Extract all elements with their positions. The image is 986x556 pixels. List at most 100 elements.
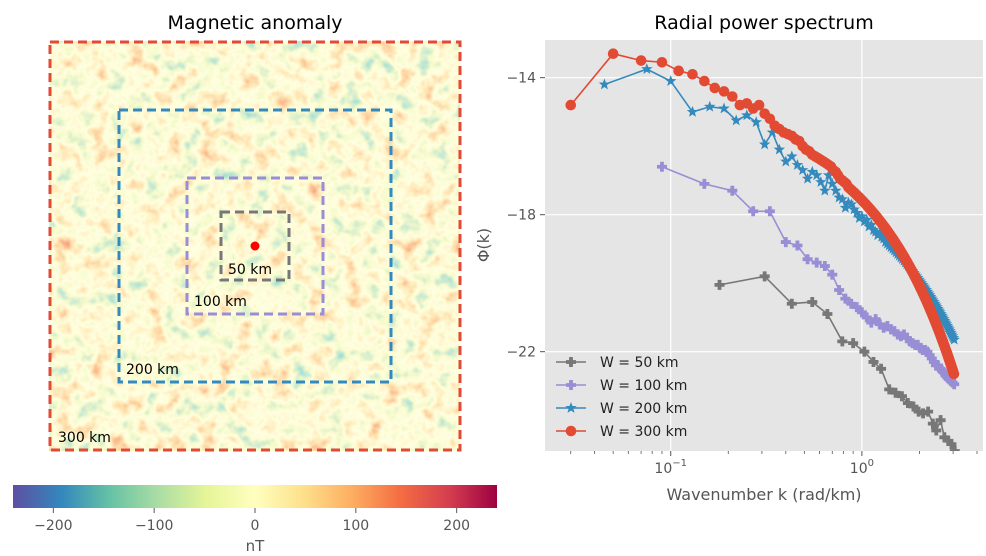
series-1-point (748, 206, 759, 217)
series-3-point (727, 91, 738, 102)
legend-marker-2 (565, 402, 577, 413)
series-1 (656, 161, 960, 390)
series-0-point (908, 401, 919, 412)
legend-marker-0 (566, 357, 576, 367)
legend-entry-3: W = 300 km (600, 424, 687, 440)
legend-marker-3 (565, 425, 577, 437)
window-label-2: 200 km (126, 362, 179, 378)
series-2-point (856, 210, 868, 222)
y-tick-label-0: −14 (506, 71, 536, 87)
series-1-point (656, 161, 667, 172)
series-2-point (874, 227, 886, 239)
series-1-point (827, 269, 838, 280)
series-0-point (837, 336, 848, 347)
series-2-point (806, 165, 818, 177)
x-tick-label-1: 100 (850, 458, 874, 477)
series-3-point (718, 86, 730, 97)
series-2-point (865, 218, 878, 230)
series-3-point (673, 65, 684, 77)
legend-entry-2: W = 200 km (600, 401, 687, 417)
series-2-point (665, 75, 677, 86)
series-0-point (890, 387, 901, 398)
series-3-point (948, 368, 960, 380)
series-1-point (811, 257, 822, 268)
series-2-point (598, 78, 611, 90)
left-title: Magnetic anomaly (167, 12, 342, 34)
series-2-point (842, 196, 855, 208)
series-2-point (815, 176, 827, 187)
colorbar (13, 485, 497, 508)
window-label-1: 100 km (194, 294, 247, 310)
series-1-point (699, 178, 710, 189)
series-1-point (949, 379, 960, 390)
series-2-point (780, 155, 792, 167)
series-1-point (874, 319, 885, 330)
series-1-point (856, 307, 867, 318)
series-1-point (851, 302, 862, 313)
series-2-point (801, 172, 814, 184)
series-1-point (866, 317, 877, 328)
series-2-point (876, 230, 888, 242)
colorbar-ticks: −200 −100 0 100 200 (34, 508, 470, 534)
series-2-point (830, 184, 842, 196)
center-marker (250, 241, 260, 251)
series-0-point (923, 406, 934, 417)
legend-entry-1: W = 100 km (600, 378, 687, 394)
series-2-point (750, 116, 762, 128)
series-0-point (868, 356, 879, 367)
colorbar-tick-label-1: −100 (135, 518, 173, 534)
series-0-point (927, 418, 938, 429)
window-box-1 (185, 176, 325, 316)
colorbar-tick-label-4: 200 (443, 518, 470, 534)
series-2-point (791, 159, 804, 170)
series-2-point (848, 203, 860, 215)
series-2-point (786, 150, 798, 162)
series-2-point (845, 198, 857, 210)
series-1-point (898, 329, 909, 340)
series-2-point (730, 114, 742, 126)
series-2-point (861, 213, 873, 225)
series-1-point (819, 261, 830, 272)
series-3 (565, 48, 960, 380)
series-0-point (918, 408, 929, 419)
series-1-point (802, 254, 813, 265)
window-boxes (48, 40, 462, 452)
series-1-point (834, 285, 845, 296)
series-1-point (727, 185, 738, 196)
window-label-3: 300 km (58, 430, 111, 446)
series-0-point (759, 271, 770, 282)
x-axis-label: Wavenumber k (rad/km) (666, 485, 861, 504)
series-2-point (822, 169, 835, 181)
series-2-point (718, 102, 730, 114)
series-1-point (846, 298, 857, 309)
series-3-point (635, 55, 647, 66)
series-0-point (935, 415, 946, 426)
series-3-point (699, 75, 710, 87)
series-0-point (939, 432, 950, 443)
series-0-point (943, 435, 954, 446)
series-0-point (807, 297, 818, 308)
series-1-point (780, 237, 791, 248)
series-2-point (869, 225, 882, 237)
series-2-point (948, 333, 960, 345)
series-2-point (879, 236, 892, 247)
grid-lines (545, 40, 983, 451)
series-2-point (883, 239, 895, 251)
series-2-point (877, 232, 890, 244)
series-0-point (848, 338, 859, 349)
series-2-point (641, 63, 653, 74)
series-3-point (656, 56, 668, 68)
series-2-point (796, 164, 809, 175)
series-0-point (876, 363, 887, 374)
series-2-point (819, 184, 831, 196)
window-label-0: 50 km (228, 262, 272, 278)
series-2-point (826, 177, 838, 189)
colorbar-label: nT (246, 537, 266, 555)
series-1-point (861, 312, 872, 323)
series-1-point (840, 293, 851, 304)
series-3-point (607, 48, 619, 59)
y-axis-label: Φ(k) (474, 228, 493, 262)
y-tick-label-1: −18 (506, 208, 536, 224)
series-0-point (884, 384, 895, 395)
